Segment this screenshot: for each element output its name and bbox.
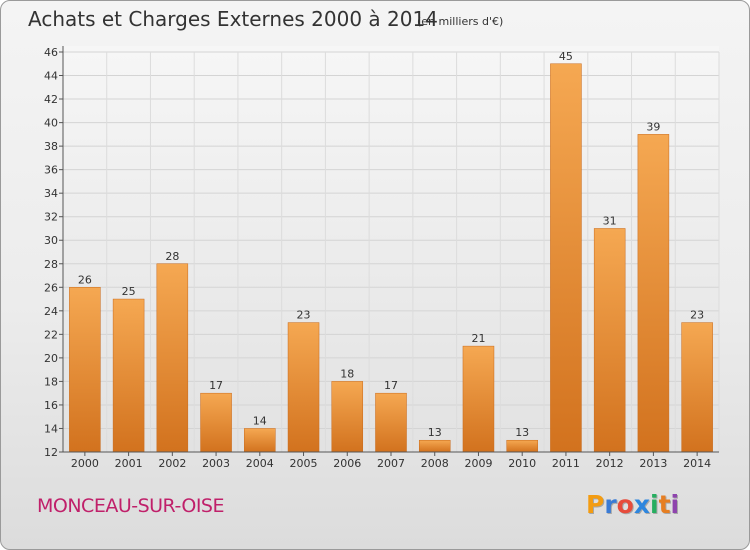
y-tick-label: 30 [44, 234, 58, 247]
logo-letter: r [604, 490, 617, 519]
y-tick-label: 24 [44, 305, 58, 318]
bar-2011[interactable] [550, 63, 582, 453]
bar-value-label: 25 [122, 285, 136, 298]
x-tick-label: 2006 [333, 457, 361, 470]
bar-2002[interactable] [156, 263, 189, 453]
logo-letter: o [616, 490, 634, 519]
logo-letter: t [658, 490, 671, 519]
y-tick-label: 42 [44, 93, 58, 106]
bar-2008[interactable] [418, 439, 451, 453]
logo-letter: P [586, 490, 605, 519]
y-tick-label: 18 [44, 375, 58, 388]
bar-value-label: 17 [209, 379, 223, 392]
logo-letter: i [650, 490, 659, 519]
x-tick-label: 2002 [158, 457, 186, 470]
y-tick-label: 22 [44, 328, 58, 341]
y-tick-label: 38 [44, 140, 58, 153]
y-tick-label: 16 [44, 399, 58, 412]
x-tick-label: 2005 [290, 457, 318, 470]
bar-value-label: 13 [428, 426, 442, 439]
x-tick-label: 2010 [508, 457, 536, 470]
bar-value-label: 18 [340, 367, 354, 380]
bar-value-label: 17 [384, 379, 398, 392]
bar-value-label: 13 [515, 426, 529, 439]
y-tick-label: 44 [44, 70, 58, 83]
bar-value-label: 28 [165, 250, 179, 263]
y-tick-label: 34 [44, 187, 58, 200]
bar-value-label: 26 [78, 273, 92, 286]
y-tick-label: 46 [44, 46, 58, 59]
chart-title: Achats et Charges Externes 2000 à 2014 [28, 7, 438, 31]
bar-value-label: 21 [471, 332, 485, 345]
bar-2006[interactable] [331, 381, 364, 453]
bar-2013[interactable] [637, 134, 670, 453]
bar-2004[interactable] [244, 428, 276, 453]
x-tick-label: 2013 [639, 457, 667, 470]
bar-value-label: 23 [690, 309, 704, 322]
y-tick-label: 32 [44, 211, 58, 224]
y-tick-label: 40 [44, 117, 58, 130]
bar-value-label: 14 [253, 414, 267, 427]
bar-2000[interactable] [69, 287, 101, 453]
x-tick-label: 2014 [683, 457, 711, 470]
axes: 12 14 16 18 20 22 24 26 28 30 32 34 36 38 40 42 44 46 2000… [44, 46, 719, 470]
x-tick-label: 2004 [246, 457, 274, 470]
x-tick-label: 2009 [464, 457, 492, 470]
y-tick-label: 36 [44, 164, 58, 177]
chart-subtitle: (en milliers d'€) [417, 15, 504, 28]
x-tick-label: 2011 [552, 457, 580, 470]
y-tick-label: 14 [44, 422, 58, 435]
y-tick-label: 26 [44, 281, 58, 294]
logo-letter: x [633, 490, 650, 519]
bar-value-label: 45 [559, 50, 573, 63]
bar-2010[interactable] [506, 439, 538, 453]
bar-2014[interactable] [681, 322, 713, 453]
logo-letter: i [670, 490, 680, 519]
y-tick-label: 20 [44, 352, 58, 365]
bar-2001[interactable] [112, 298, 145, 453]
bar-2007[interactable] [375, 392, 407, 453]
proxiti-logo[interactable]: Proxiti [586, 490, 679, 519]
bar-2005[interactable] [287, 322, 320, 453]
x-tick-label: 2012 [596, 457, 624, 470]
bar-2003[interactable] [200, 392, 232, 453]
x-tick-label: 2001 [115, 457, 143, 470]
x-tick-label: 2007 [377, 457, 405, 470]
x-tick-label: 2003 [202, 457, 230, 470]
y-tick-label: 12 [44, 446, 58, 459]
bar-value-label: 23 [297, 309, 311, 322]
y-tick-label: 28 [44, 258, 58, 271]
bar-2012[interactable] [593, 228, 626, 453]
bar-value-label: 39 [646, 120, 660, 133]
x-tick-label: 2000 [71, 457, 99, 470]
x-tick-label: 2008 [421, 457, 449, 470]
bar-value-label: 31 [603, 214, 617, 227]
bar-2009[interactable] [462, 345, 495, 453]
commune-name: MONCEAU-SUR-OISE [37, 495, 225, 517]
